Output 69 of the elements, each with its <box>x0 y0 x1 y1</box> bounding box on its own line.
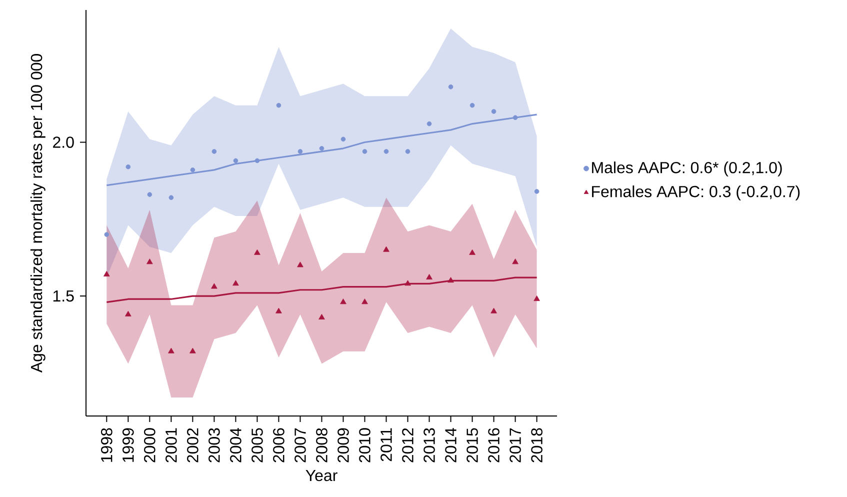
x-tick-label: 2009 <box>338 428 349 462</box>
point <box>104 232 110 237</box>
point <box>383 246 390 252</box>
point <box>362 149 368 154</box>
point <box>211 283 218 289</box>
point <box>448 277 454 283</box>
point <box>104 270 110 276</box>
point <box>254 158 260 164</box>
point <box>147 192 152 197</box>
point <box>512 115 518 120</box>
point <box>490 308 497 314</box>
x-axis-title: Year <box>306 470 338 482</box>
x-tick-label: 2017 <box>510 428 521 462</box>
point <box>233 158 238 164</box>
point <box>534 189 540 194</box>
x-tick-label: 2011 <box>380 428 392 462</box>
x-tick-label: 2014 <box>445 428 456 462</box>
point <box>469 249 476 255</box>
point <box>470 102 475 108</box>
point <box>297 262 304 268</box>
point <box>125 310 132 316</box>
point <box>298 149 303 154</box>
x-tick-label: 2016 <box>488 428 500 462</box>
point <box>405 149 410 154</box>
point <box>534 296 540 302</box>
x-tick-label: 2002 <box>187 428 198 462</box>
x-tick-label: 2018 <box>531 428 542 462</box>
point <box>512 258 518 264</box>
point <box>426 121 432 126</box>
x-tick-label: 2008 <box>316 428 328 462</box>
point <box>190 168 196 172</box>
point <box>232 280 239 286</box>
point <box>448 84 454 90</box>
x-tick-label: 2000 <box>144 428 156 462</box>
point <box>340 136 346 142</box>
point <box>318 314 325 320</box>
point <box>146 258 153 264</box>
point <box>168 195 174 200</box>
legend-label: Males AAPC: 0.6* (0.2,1.0) <box>592 162 782 176</box>
x-tick-label: 2013 <box>424 428 435 462</box>
point <box>384 149 389 154</box>
point <box>362 298 368 304</box>
point <box>426 274 432 280</box>
point <box>126 164 131 170</box>
y-axis-title: Age standardized mortality rates per 100 000 <box>30 54 46 373</box>
x-tick-label: 2001 <box>166 428 177 462</box>
legend-label: Females AAPC: 0.3 (-0.2,0.7) <box>592 186 800 200</box>
point <box>340 298 346 304</box>
point <box>190 348 196 354</box>
y-tick-label: 1.5 <box>53 290 74 302</box>
y-tick-label: 2.0 <box>53 136 74 148</box>
x-tick-label: 1998 <box>100 428 112 462</box>
x-tick-label: 2015 <box>466 428 478 462</box>
x-tick-label: 2005 <box>252 428 263 462</box>
point <box>212 149 217 154</box>
x-tick-label: 2012 <box>402 428 414 462</box>
point <box>319 146 324 151</box>
point <box>276 102 282 108</box>
x-tick-label: 1999 <box>122 428 134 462</box>
x-tick-label: 2006 <box>273 428 284 462</box>
x-tick-label: 2004 <box>230 428 242 462</box>
point <box>404 280 411 286</box>
point <box>168 348 174 354</box>
point <box>254 249 260 255</box>
x-tick-label: 2007 <box>294 428 306 462</box>
x-tick-label: 2010 <box>359 428 370 462</box>
point <box>491 109 496 114</box>
x-tick-label: 2003 <box>208 428 220 462</box>
point <box>276 308 282 314</box>
